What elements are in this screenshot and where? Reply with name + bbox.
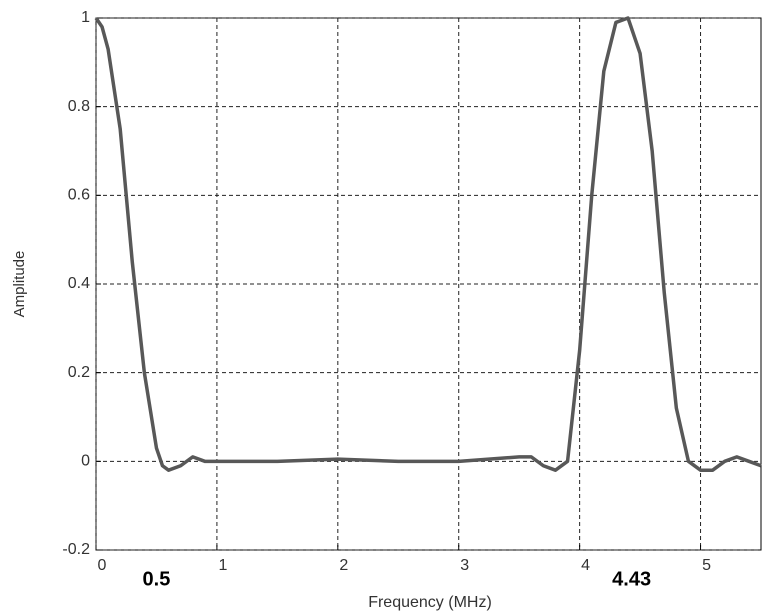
annotation: 0.5 — [143, 568, 171, 590]
y-tick-label: -0.2 — [62, 541, 90, 558]
y-tick-label: 0.4 — [68, 275, 90, 292]
x-tick-label: 1 — [218, 557, 227, 574]
x-tick-label: 0 — [98, 557, 107, 574]
y-axis-label: Amplitude — [11, 251, 28, 318]
x-axis-label: Frequency (MHz) — [368, 594, 492, 611]
y-tick-label: 0.6 — [68, 187, 90, 204]
y-tick-label: 0 — [81, 453, 90, 470]
data-line — [94, 16, 762, 472]
y-tick-label: 0.8 — [68, 98, 90, 115]
y-tick-label: 0.2 — [68, 364, 90, 381]
x-tick-label: 2 — [339, 557, 348, 574]
annotation: 4.43 — [612, 568, 651, 590]
x-tick-label: 4 — [581, 557, 590, 574]
x-tick-label: 3 — [460, 557, 469, 574]
x-tick-label: 5 — [702, 557, 711, 574]
y-tick-label: 1 — [81, 9, 90, 26]
